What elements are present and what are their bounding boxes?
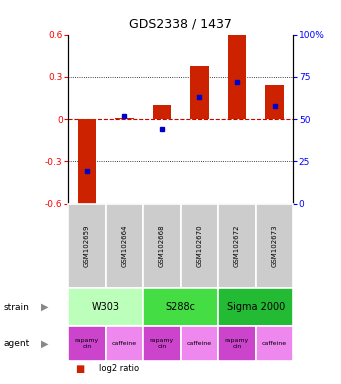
Bar: [181, 326, 218, 361]
Text: log2 ratio: log2 ratio: [99, 364, 139, 373]
Text: W303: W303: [92, 302, 120, 312]
Text: agent: agent: [3, 339, 30, 348]
Bar: [115, 118, 134, 119]
Bar: [265, 85, 284, 119]
Text: caffeine: caffeine: [262, 341, 287, 346]
Bar: [78, 119, 96, 206]
Bar: [227, 35, 246, 119]
Bar: [218, 288, 293, 326]
Bar: [143, 204, 181, 288]
Bar: [143, 288, 218, 326]
Text: caffeine: caffeine: [187, 341, 212, 346]
Text: strain: strain: [3, 303, 29, 312]
Text: rapamy
cin: rapamy cin: [150, 338, 174, 349]
Bar: [68, 326, 106, 361]
Text: GSM102670: GSM102670: [196, 224, 203, 267]
Bar: [256, 326, 293, 361]
Text: GDS2338 / 1437: GDS2338 / 1437: [129, 18, 232, 31]
Text: rapamy
cin: rapamy cin: [75, 338, 99, 349]
Bar: [256, 204, 293, 288]
Bar: [68, 288, 143, 326]
Text: rapamy
cin: rapamy cin: [225, 338, 249, 349]
Bar: [190, 66, 209, 119]
Bar: [68, 204, 106, 288]
Text: GSM102668: GSM102668: [159, 224, 165, 267]
Bar: [218, 204, 256, 288]
Text: GSM102664: GSM102664: [121, 225, 128, 267]
Text: S288c: S288c: [166, 302, 196, 312]
Text: caffeine: caffeine: [112, 341, 137, 346]
Bar: [106, 326, 143, 361]
Bar: [152, 105, 171, 119]
Bar: [218, 326, 256, 361]
Text: ▶: ▶: [41, 302, 48, 312]
Text: GSM102672: GSM102672: [234, 225, 240, 267]
Text: Sigma 2000: Sigma 2000: [227, 302, 285, 312]
Text: ▶: ▶: [41, 339, 48, 349]
Bar: [181, 204, 218, 288]
Text: ■: ■: [75, 364, 84, 374]
Text: GSM102659: GSM102659: [84, 225, 90, 267]
Text: GSM102673: GSM102673: [271, 224, 278, 267]
Bar: [106, 204, 143, 288]
Bar: [143, 326, 181, 361]
